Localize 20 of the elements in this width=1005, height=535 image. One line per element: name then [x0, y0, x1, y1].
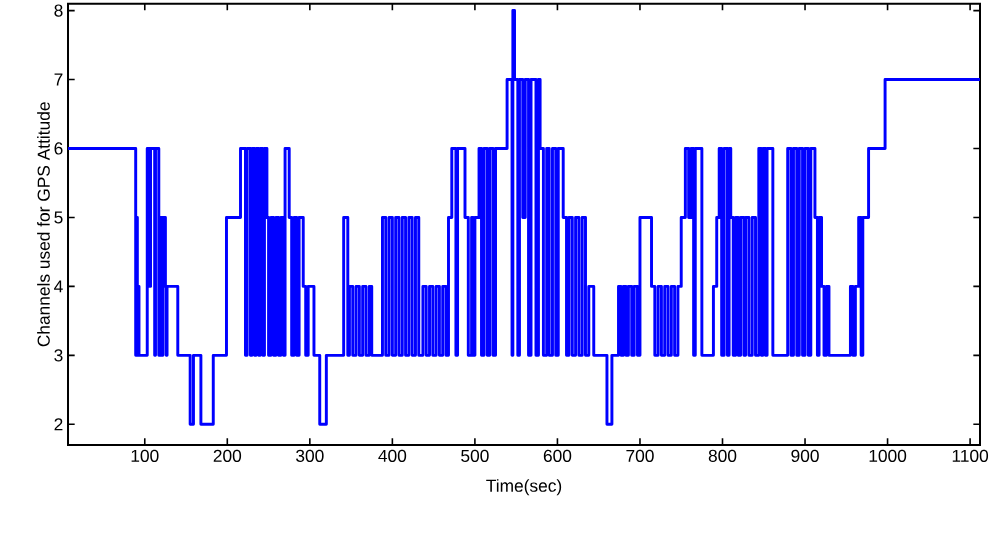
x-tick-label: 1100: [952, 449, 989, 462]
x-tick-label: 300: [296, 449, 324, 462]
x-tick-label: 900: [791, 449, 819, 462]
x-axis-title: Time(sec): [486, 479, 562, 496]
y-axis-title: Channels used for GPS Attitude: [37, 102, 50, 347]
x-tick-label: 700: [626, 449, 654, 462]
y-tick-label: 5: [54, 211, 63, 224]
x-tick-label: 500: [461, 449, 489, 462]
x-tick-label: 400: [378, 449, 407, 462]
x-tick-label: 600: [543, 449, 572, 462]
y-tick-label: 2: [54, 418, 63, 431]
x-tick-label: 200: [213, 449, 242, 462]
y-tick-label: 7: [54, 73, 63, 86]
y-tick-label: 3: [54, 349, 63, 362]
y-tick-label: 8: [54, 4, 63, 17]
y-tick-label: 4: [54, 280, 63, 293]
y-tick-label: 6: [54, 142, 63, 155]
x-tick-label: 100: [131, 449, 159, 462]
x-tick-label: 1000: [869, 449, 907, 462]
x-tick-label: 800: [708, 449, 737, 462]
